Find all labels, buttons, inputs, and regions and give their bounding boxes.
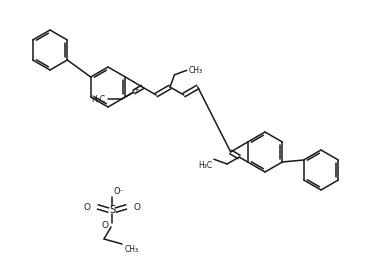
Text: CH₃: CH₃ <box>125 245 139 254</box>
Text: O: O <box>102 221 109 231</box>
Text: H₃C: H₃C <box>198 161 212 170</box>
Text: O: O <box>133 203 140 211</box>
Text: S: S <box>109 205 115 215</box>
Text: +: + <box>133 87 139 93</box>
Text: CH₃: CH₃ <box>189 66 203 75</box>
Text: O⁻: O⁻ <box>114 187 125 196</box>
Text: O: O <box>84 203 91 211</box>
Text: H₃C: H₃C <box>92 94 106 104</box>
